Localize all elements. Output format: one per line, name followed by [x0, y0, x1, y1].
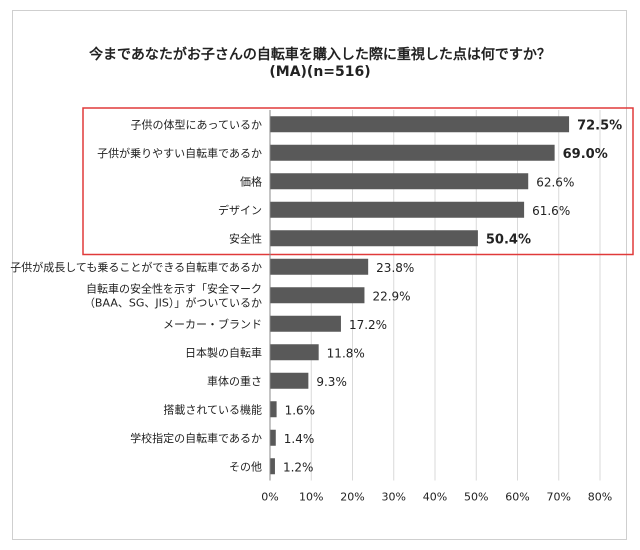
- x-tick-label: 20%: [340, 491, 364, 504]
- value-label: 22.9%: [372, 289, 410, 303]
- category-label: デザイン: [218, 203, 262, 217]
- category-label-line: 車体の重さ: [207, 374, 262, 388]
- chart-frame: [12, 10, 627, 540]
- x-tick-label: 40%: [423, 491, 447, 504]
- value-labels: 72.5% 69.0% 62.6% 61.6%50.4% 23.8% 22.9% 17.2%…: [283, 118, 622, 474]
- value-label: 69.0%: [563, 147, 608, 162]
- category-label: 子供が成長しても乗ることができる自転車であるか: [10, 260, 262, 274]
- category-label: 安全性: [229, 231, 262, 245]
- category-label: 日本製の自転車: [185, 345, 262, 359]
- category-label-line: 搭載されている機能: [163, 402, 262, 416]
- bar: [270, 315, 341, 332]
- category-label-line: メーカー・ブランド: [163, 317, 262, 331]
- category-label-line: 日本製の自転車: [185, 345, 262, 359]
- value-label: 1.6%: [285, 403, 316, 417]
- category-label-line: 学校指定の自転車であるか: [130, 431, 262, 445]
- bar: [270, 258, 369, 275]
- value-label: 50.4%: [486, 232, 531, 247]
- category-label: 価格: [240, 174, 262, 188]
- x-tick-label: 0%: [261, 491, 278, 504]
- value-label: 11.8%: [327, 346, 365, 360]
- category-label-line: （BAA、SG、JIS）」がついているか: [84, 295, 262, 309]
- category-label-line: 子供が乗りやすい自転車であるか: [97, 146, 262, 160]
- value-label: 72.5%: [577, 118, 622, 133]
- chart-subtitle: (MA)(n=516): [269, 64, 371, 80]
- bar: [270, 458, 275, 475]
- category-label-line: 安全性: [229, 231, 262, 245]
- bars: [270, 116, 570, 475]
- value-label: 9.3%: [316, 375, 347, 389]
- category-label: 自転車の安全性を示す「安全マーク（BAA、SG、JIS）」がついているか: [84, 281, 262, 309]
- category-label: その他: [229, 460, 262, 473]
- value-label: 17.2%: [349, 318, 387, 332]
- bar: [270, 401, 277, 418]
- value-label: 1.4%: [284, 432, 315, 446]
- value-label: 62.6%: [536, 175, 574, 189]
- category-label-line: 価格: [240, 174, 262, 188]
- category-label-line: デザイン: [218, 203, 262, 217]
- category-label-line: その他: [229, 460, 262, 473]
- category-label-line: 子供が成長しても乗ることができる自転車であるか: [10, 260, 262, 274]
- category-label-line: 子供の体型にあっているか: [131, 117, 262, 131]
- bar: [270, 429, 276, 446]
- x-axis-ticks: 0% 10% 20% 30% 40% 50% 60% 70% 80%: [261, 491, 612, 504]
- category-label: 子供が乗りやすい自転車であるか: [97, 146, 262, 160]
- bar: [270, 344, 319, 361]
- bar: [270, 230, 478, 247]
- bar: [270, 144, 555, 161]
- value-label: 1.2%: [283, 460, 314, 474]
- bar: [270, 201, 525, 218]
- x-tick-label: 80%: [588, 491, 612, 504]
- category-label: 車体の重さ: [207, 374, 262, 388]
- value-label: 61.6%: [532, 204, 570, 218]
- category-labels: 子供の体型にあっているか子供が乗りやすい自転車であるか価格デザイン安全性子供が成…: [10, 117, 262, 473]
- bar: [270, 372, 309, 389]
- chart-title: 今まであなたがお子さんの自転車を購入した際に重視した点は何ですか？: [89, 47, 551, 63]
- x-tick-label: 60%: [505, 491, 529, 504]
- highlight-box: [82, 107, 634, 256]
- category-label: 学校指定の自転車であるか: [130, 431, 262, 445]
- value-label: 23.8%: [376, 261, 414, 275]
- bar: [270, 173, 529, 190]
- x-tick-label: 50%: [464, 491, 488, 504]
- x-tick-label: 30%: [382, 491, 406, 504]
- category-label: 搭載されている機能: [163, 402, 262, 416]
- bar: [270, 116, 570, 133]
- bar: [270, 287, 365, 304]
- category-label: メーカー・ブランド: [163, 317, 262, 331]
- x-tick-label: 70%: [547, 491, 571, 504]
- category-label: 子供の体型にあっているか: [131, 117, 262, 131]
- category-label-line: 自転車の安全性を示す「安全マーク: [86, 281, 262, 295]
- x-tick-label: 10%: [299, 491, 323, 504]
